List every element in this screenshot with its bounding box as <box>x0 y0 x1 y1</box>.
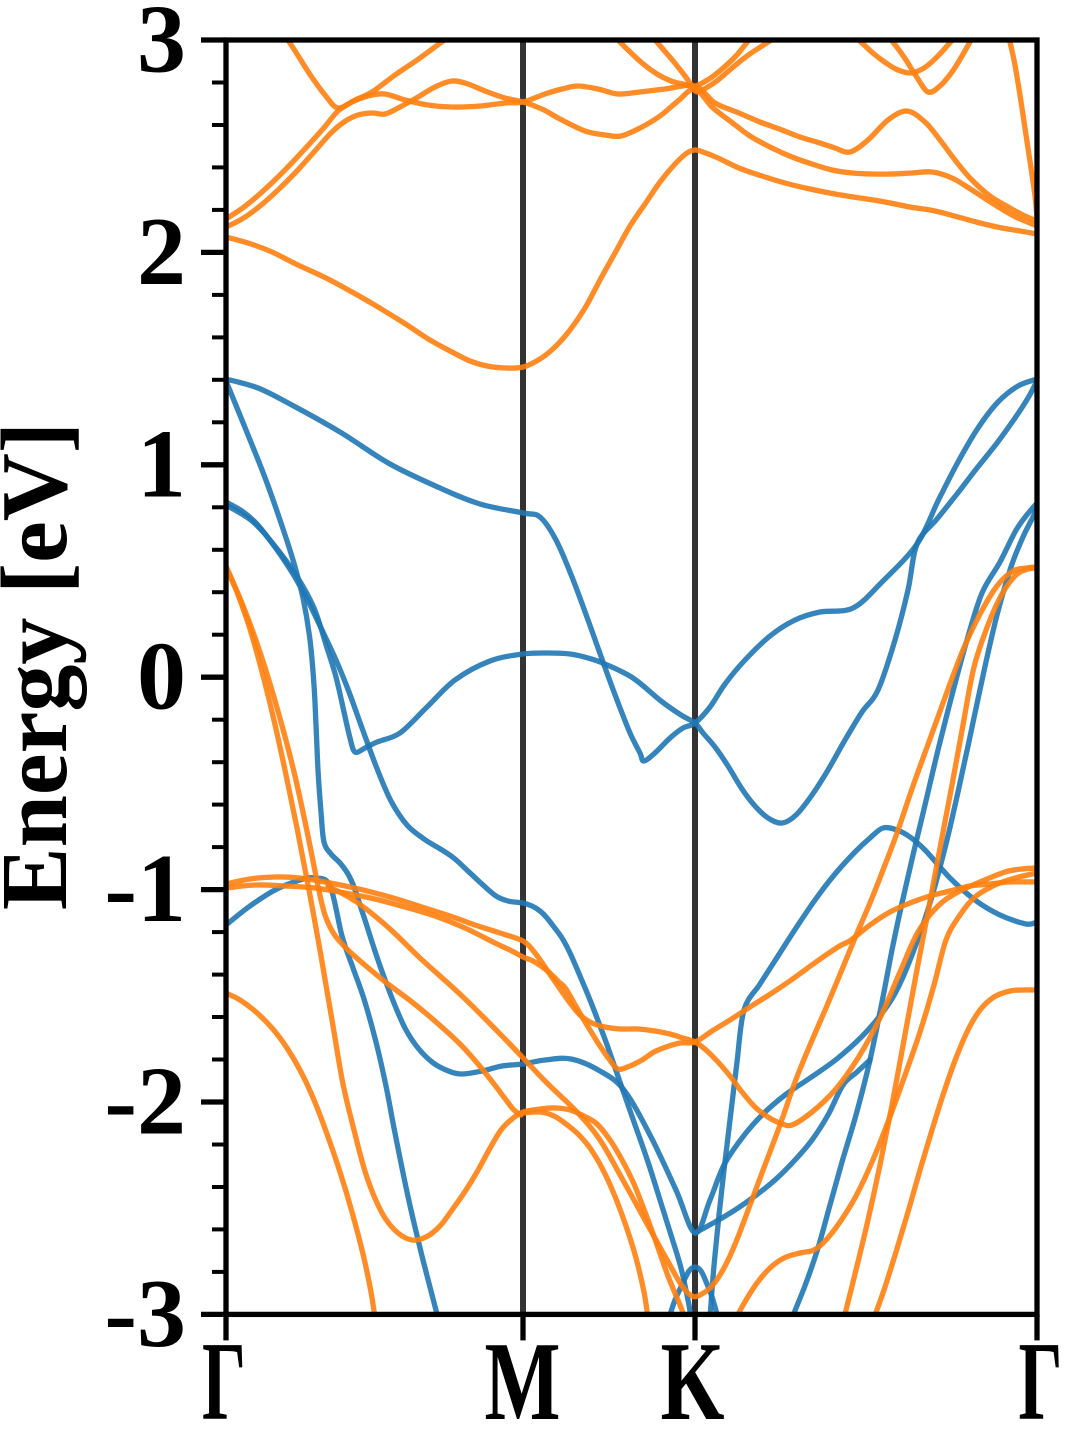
svg-text:-3: -3 <box>104 1260 186 1368</box>
svg-text:0: 0 <box>137 623 186 731</box>
svg-text:1: 1 <box>137 410 186 518</box>
svg-text:Energy [eV]: Energy [eV] <box>0 422 87 910</box>
svg-text:-2: -2 <box>104 1048 186 1156</box>
svg-text:-1: -1 <box>104 835 186 943</box>
svg-text:Γ: Γ <box>1019 1320 1063 1440</box>
svg-text:3: 3 <box>137 0 186 94</box>
svg-text:M: M <box>485 1320 561 1440</box>
svg-text:2: 2 <box>137 198 186 306</box>
svg-text:K: K <box>661 1320 725 1440</box>
svg-text:Γ: Γ <box>202 1320 246 1440</box>
